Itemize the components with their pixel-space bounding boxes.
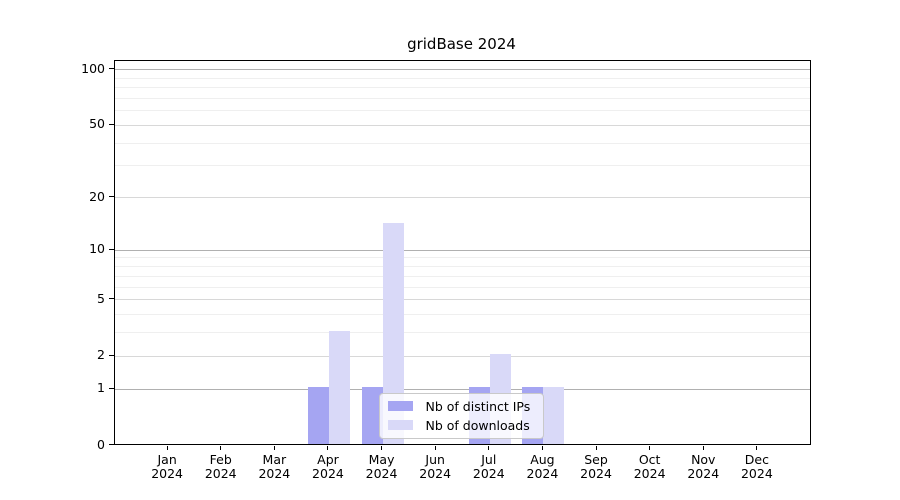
gridline-y-50 (114, 124, 810, 126)
x-tick-mark (541, 445, 543, 450)
x-tick-label-dec: Dec 2024 (740, 452, 773, 481)
x-tick-label-apr: Apr 2024 (312, 452, 344, 481)
y-tick-mark (109, 298, 114, 300)
gridline-y-70 (114, 97, 810, 99)
gridline-y-40 (114, 142, 810, 144)
x-tick-mark (649, 445, 651, 450)
gridline-y-4 (114, 313, 810, 315)
y-tick-mark (109, 444, 114, 445)
legend-label: Nb of distinct IPs (425, 398, 531, 414)
bar-may-ips (361, 387, 383, 444)
legend-item: Nb of distinct IPs (387, 397, 543, 416)
x-tick-mark (166, 445, 168, 450)
gridline-y-7 (114, 275, 810, 277)
gridline-y-100 (114, 69, 810, 71)
gridline-y-6 (114, 286, 810, 288)
x-tick-label-oct: Oct 2024 (633, 452, 666, 481)
gridline-y-80 (114, 87, 810, 89)
bar-aug-downloads (543, 387, 565, 444)
y-tick-mark (109, 354, 114, 356)
x-tick-label-jul: Jul 2024 (472, 452, 505, 481)
x-tick-mark (381, 445, 383, 450)
gridline-y-10 (114, 249, 810, 251)
legend-item: Nb of downloads (387, 416, 543, 435)
legend-label: Nb of downloads (425, 417, 530, 433)
x-tick-mark (434, 445, 436, 450)
x-tick-label-mar: Mar 2024 (258, 452, 291, 481)
y-tick-mark (109, 68, 114, 70)
y-tick-label-5: 5 (97, 290, 105, 306)
y-tick-label-10: 10 (89, 241, 105, 257)
y-tick-label-0: 0 (97, 436, 105, 452)
plot-area: Nb of distinct IPs Nb of downloads (113, 59, 811, 445)
x-tick-label-sep: Sep 2024 (580, 452, 612, 481)
gridline-y-5 (114, 299, 810, 301)
y-tick-label-100: 100 (81, 60, 105, 76)
gridline-y-9 (114, 257, 810, 259)
x-tick-label-feb: Feb 2024 (204, 452, 237, 481)
x-tick-label-may: May 2024 (365, 452, 398, 481)
bar-may-downloads (382, 222, 404, 444)
y-tick-label-1: 1 (97, 380, 105, 396)
y-tick-mark (109, 196, 114, 198)
legend-swatch-icon (387, 401, 413, 411)
x-tick-label-nov: Nov 2024 (687, 452, 720, 481)
x-tick-mark (273, 445, 275, 450)
legend: Nb of distinct IPs Nb of downloads (378, 392, 544, 439)
gridline-y-8 (114, 266, 810, 268)
gridline-y-3 (114, 332, 810, 334)
x-tick-mark (327, 445, 329, 450)
x-tick-mark (595, 445, 597, 450)
x-tick-mark (702, 445, 704, 450)
y-tick-mark (109, 123, 114, 125)
y-tick-mark (109, 248, 114, 250)
legend-swatch-icon (387, 420, 413, 430)
x-tick-mark (756, 445, 758, 450)
bar-apr-ips (307, 387, 329, 444)
gridline-y-60 (114, 110, 810, 112)
x-tick-mark (488, 445, 490, 450)
gridline-y-2 (114, 355, 810, 357)
x-tick-label-jan: Jan 2024 (151, 452, 184, 481)
gridline-y-90 (114, 77, 810, 79)
chart-title: gridBase 2024 (407, 35, 516, 53)
x-tick-label-aug: Aug 2024 (526, 452, 559, 481)
y-tick-label-50: 50 (89, 116, 105, 132)
y-tick-mark (109, 387, 114, 389)
gridline-y-1 (114, 388, 810, 390)
gridline-y-20 (114, 197, 810, 199)
y-tick-label-20: 20 (89, 188, 105, 204)
y-tick-label-2: 2 (97, 347, 105, 363)
bar-apr-downloads (328, 330, 350, 444)
x-tick-label-jun: Jun 2024 (419, 452, 452, 481)
x-tick-mark (220, 445, 222, 450)
gridline-y-30 (114, 165, 810, 167)
